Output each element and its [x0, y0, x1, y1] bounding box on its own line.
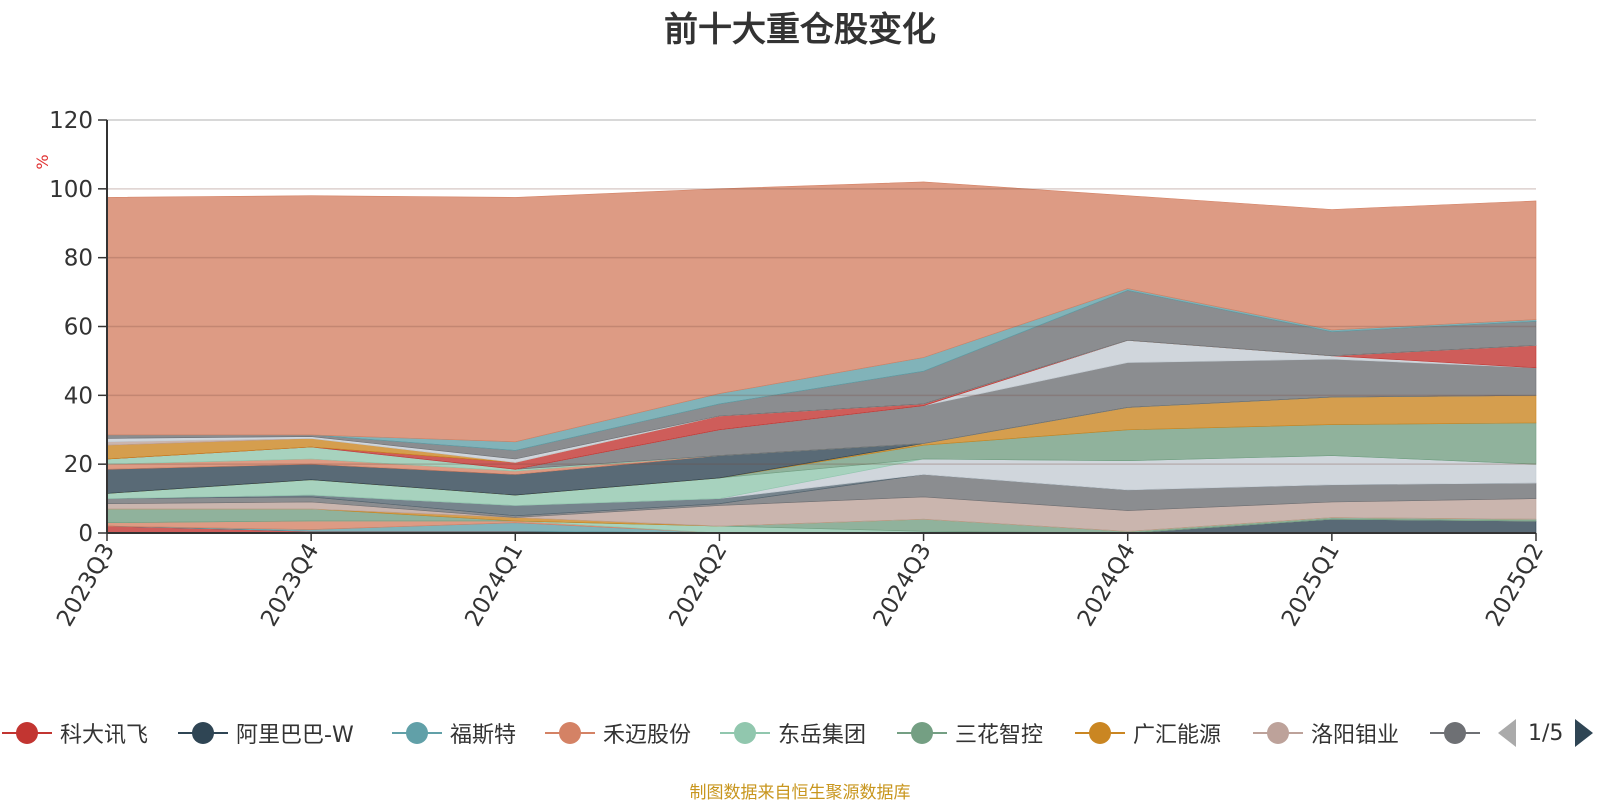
- legend-item[interactable]: 三花智控: [897, 713, 1043, 753]
- area-series-26: [106, 181, 1537, 443]
- legend-page-indicator: 1/5: [1528, 720, 1564, 746]
- legend-marker-icon: [392, 718, 442, 748]
- legend-item[interactable]: 东岳集团: [720, 713, 866, 753]
- x-tick-label: 2024Q3: [869, 539, 937, 631]
- y-tick-label: 120: [49, 108, 93, 134]
- legend-item[interactable]: 禾迈股份: [545, 713, 691, 753]
- legend-next-page-icon[interactable]: [1575, 719, 1594, 747]
- legend-marker-icon: [720, 718, 770, 748]
- legend-item[interactable]: 科大讯飞: [2, 713, 148, 753]
- legend-label: 科大讯飞: [60, 723, 149, 748]
- y-tick-label: 20: [64, 452, 93, 478]
- legend-item[interactable]: [1430, 713, 1488, 753]
- legend-item[interactable]: 阿里巴巴-W: [178, 713, 354, 753]
- x-tick-label: 2024Q2: [664, 539, 732, 631]
- area-series-layer: [106, 181, 1537, 534]
- y-tick-label: 100: [49, 177, 93, 203]
- x-tick-label: 2024Q1: [460, 539, 528, 631]
- legend-marker-icon: [897, 718, 947, 748]
- legend: 科大讯飞 阿里巴巴-W 福斯特 禾迈股份 东岳集团 三花智控 广汇能源 洛阳钼业: [0, 713, 1600, 753]
- x-tick-label: 2024Q4: [1073, 539, 1141, 631]
- legend-label: 阿里巴巴-W: [236, 723, 354, 748]
- y-axis-unit-label: %: [33, 154, 52, 169]
- y-tick-label: 0: [78, 521, 93, 547]
- legend-marker-icon: [1075, 718, 1125, 748]
- legend-item[interactable]: 洛阳钼业: [1253, 713, 1399, 753]
- legend-item[interactable]: 广汇能源: [1075, 713, 1221, 753]
- y-tick-label: 40: [64, 383, 93, 409]
- gridlines: [107, 119, 1536, 465]
- x-tick-label: 2025Q1: [1277, 539, 1345, 631]
- legend-item[interactable]: 福斯特: [392, 713, 516, 753]
- y-tick-label: 60: [64, 315, 93, 341]
- chart-title: 前十大重仓股变化: [664, 10, 936, 50]
- legend-label: 东岳集团: [778, 723, 867, 748]
- legend-marker-icon: [1253, 718, 1303, 748]
- legend-marker-icon: [1430, 718, 1480, 748]
- x-tick-label: 2023Q4: [256, 539, 324, 631]
- y-tick-label: 80: [64, 246, 93, 272]
- legend-marker-icon: [2, 718, 52, 748]
- source-note: 制图数据来自恒生聚源数据库: [689, 783, 911, 803]
- legend-pager: 1/5: [1498, 717, 1594, 749]
- legend-label: 禾迈股份: [603, 723, 692, 748]
- legend-marker-icon: [545, 718, 595, 748]
- x-tick-label: 2023Q3: [52, 539, 120, 631]
- legend-label: 广汇能源: [1133, 723, 1222, 748]
- legend-label: 三花智控: [955, 723, 1044, 748]
- x-tick-label: 2025Q2: [1481, 539, 1549, 631]
- legend-label: 洛阳钼业: [1311, 723, 1400, 748]
- legend-label: 福斯特: [450, 723, 517, 748]
- legend-marker-icon: [178, 718, 228, 748]
- legend-prev-page-icon[interactable]: [1498, 719, 1516, 747]
